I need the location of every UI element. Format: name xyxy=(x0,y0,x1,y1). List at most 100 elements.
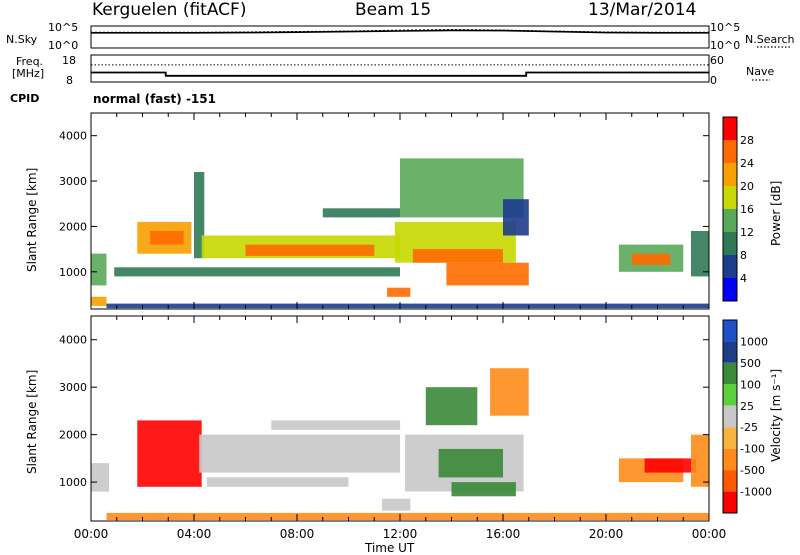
power-region-5 xyxy=(194,172,205,259)
freq-label-line1: Freq. xyxy=(16,55,44,68)
velocity-colorbar-tick-1: 500 xyxy=(740,357,761,370)
velocity-colorbar-tick-3: 25 xyxy=(740,400,754,413)
power-ytick-label-2: 3000 xyxy=(59,175,87,188)
velocity-ytick-label-3: 4000 xyxy=(59,334,87,347)
power-region-7 xyxy=(245,244,375,256)
noise-search-line xyxy=(91,28,709,34)
x-tick-label-6: 00:00 xyxy=(692,527,727,541)
power-region-18 xyxy=(691,231,709,277)
power-region-4 xyxy=(150,231,184,245)
power-colorbar-seg-6 xyxy=(723,255,737,278)
power-region-2 xyxy=(106,303,709,309)
power-ytick-label-1: 2000 xyxy=(59,220,87,233)
nave-right-tick-bottom: 0 xyxy=(710,74,717,87)
velocity-colorbar-seg-3 xyxy=(723,384,737,406)
velocity-region-10 xyxy=(425,387,478,426)
noise-panel-frame xyxy=(90,25,710,49)
velocity-ytick-label-1: 2000 xyxy=(59,429,87,442)
power-ytick-label-3: 4000 xyxy=(59,130,87,143)
velocity-region-2 xyxy=(137,420,202,487)
power-colorbar-seg-4 xyxy=(723,209,737,232)
power-region-17 xyxy=(631,253,671,265)
freq-label-line2: [MHz] xyxy=(12,67,45,80)
power-colorbar-seg-3 xyxy=(723,186,737,209)
power-colorbar-tick-0: 4 xyxy=(740,272,747,285)
x-tick-label-2: 08:00 xyxy=(280,527,315,541)
power-colorbar-tick-3: 16 xyxy=(740,203,754,216)
x-axis-title: Time UT xyxy=(365,541,415,555)
cpid-label: CPID xyxy=(10,92,40,105)
velocity-colorbar-seg-4 xyxy=(723,405,737,428)
velocity-region-0 xyxy=(91,463,109,492)
noise-sky-label: N.Sky xyxy=(6,33,38,46)
cpid-value: normal (fast) -151 xyxy=(93,92,216,106)
power-region-9 xyxy=(322,208,401,218)
freq-left-tick-bottom: 8 xyxy=(66,74,73,87)
x-tick-label-3: 12:00 xyxy=(383,527,418,541)
velocity-panel-frame xyxy=(90,315,710,522)
velocity-region-6 xyxy=(382,498,411,511)
velocity-colorbar-seg-5 xyxy=(723,427,737,449)
power-region-10 xyxy=(387,287,411,297)
velocity-colorbar-seg-1 xyxy=(723,341,737,363)
velocity-region-3 xyxy=(199,434,400,473)
x-tick-label-0: 00:00 xyxy=(74,527,109,541)
power-region-1 xyxy=(91,296,107,306)
velocity-region-14 xyxy=(691,434,709,487)
power-colorbar-tick-2: 12 xyxy=(740,226,754,239)
power-region-13 xyxy=(446,262,529,286)
velocity-region-8 xyxy=(438,448,503,478)
nave-right-tick-top: 60 xyxy=(710,54,724,67)
noise-left-tick-bottom: 10^0 xyxy=(48,39,79,52)
power-ytick-label-0: 1000 xyxy=(59,266,87,279)
velocity-colorbar-tick-7: -1000 xyxy=(740,486,772,499)
noise-search-label: N.Search xyxy=(745,33,795,46)
power-colorbar-seg-7 xyxy=(723,278,737,301)
freq-line xyxy=(91,71,709,77)
power-region-15 xyxy=(503,199,529,236)
velocity-colorbar-tick-6: -500 xyxy=(740,464,765,477)
velocity-ytick-label-2: 3000 xyxy=(59,381,87,394)
power-colorbar-tick-5: 24 xyxy=(740,157,754,170)
power-colorbar-seg-5 xyxy=(723,232,737,255)
x-tick-label-4: 16:00 xyxy=(486,527,521,541)
velocity-region-1 xyxy=(106,512,709,520)
noise-left-tick-top: 10^5 xyxy=(48,21,79,34)
velocity-region-13 xyxy=(644,458,697,473)
freq-left-tick-top: 18 xyxy=(62,54,76,67)
velocity-region-11 xyxy=(490,368,529,416)
power-colorbar-seg-2 xyxy=(723,163,737,186)
nave-label: Nave xyxy=(746,65,775,78)
velocity-colorbar-tick-4: -25 xyxy=(740,421,758,434)
velocity-colorbar-tick-5: -100 xyxy=(740,443,765,456)
noise-right-tick-top: 10^5 xyxy=(710,21,741,34)
velocity-region-5 xyxy=(271,420,401,430)
power-colorbar-tick-6: 28 xyxy=(740,134,754,147)
velocity-colorbar-frame xyxy=(722,319,738,514)
noise-right-tick-bottom: 10^0 xyxy=(710,39,741,52)
power-colorbar-tick-4: 20 xyxy=(740,180,754,193)
velocity-colorbar-tick-2: 100 xyxy=(740,378,761,391)
power-colorbar-tick-1: 8 xyxy=(740,249,747,262)
power-region-14 xyxy=(400,158,524,218)
power-region-8 xyxy=(114,267,400,277)
power-colorbar-seg-1 xyxy=(723,140,737,163)
power-region-12 xyxy=(412,249,503,263)
freq-panel-frame xyxy=(90,54,710,83)
velocity-colorbar-seg-8 xyxy=(723,491,737,513)
velocity-colorbar-seg-7 xyxy=(723,470,737,492)
velocity-colorbar-tick-0: 1000 xyxy=(740,335,768,348)
x-tick-label-1: 04:00 xyxy=(177,527,212,541)
velocity-region-4 xyxy=(206,477,349,487)
station-title: Kerguelen (fitACF) xyxy=(92,0,247,20)
power-colorbar-seg-0 xyxy=(723,117,737,140)
power-region-0 xyxy=(91,253,107,286)
beam-label: Beam 15 xyxy=(355,0,432,20)
velocity-colorbar-seg-6 xyxy=(723,448,737,471)
velocity-colorbar-seg-0 xyxy=(723,320,737,342)
velocity-ytick-label-0: 1000 xyxy=(59,476,87,489)
power-colorbar-frame xyxy=(722,116,738,302)
velocity-colorbar-seg-2 xyxy=(723,362,737,385)
date-label: 13/Mar/2014 xyxy=(588,0,697,20)
